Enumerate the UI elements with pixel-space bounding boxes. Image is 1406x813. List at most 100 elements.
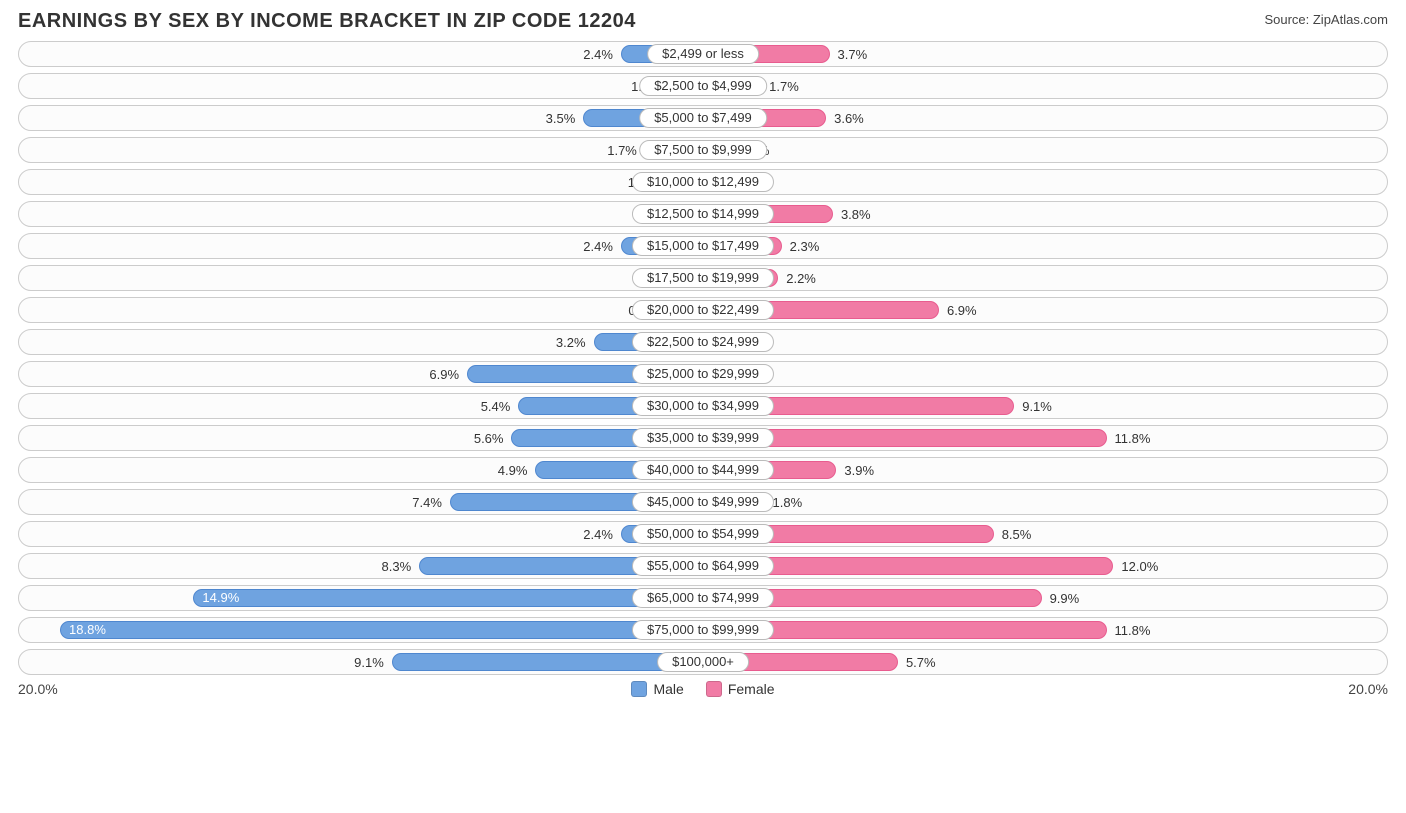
category-label: $17,500 to $19,999	[632, 268, 774, 288]
female-value-label: 5.7%	[906, 655, 936, 670]
category-label: $100,000+	[657, 652, 749, 672]
male-half: 2.4%	[19, 522, 703, 546]
source-prefix: Source:	[1264, 12, 1312, 27]
male-value-label: 3.5%	[546, 111, 576, 126]
female-half: 9.1%	[703, 394, 1387, 418]
category-label: $55,000 to $64,999	[632, 556, 774, 576]
female-value-label: 6.9%	[947, 303, 977, 318]
category-label: $22,500 to $24,999	[632, 332, 774, 352]
female-half: 0.38%	[703, 330, 1387, 354]
male-half: 2.4%	[19, 234, 703, 258]
source-value: ZipAtlas.com	[1313, 12, 1388, 27]
female-half: 8.5%	[703, 522, 1387, 546]
category-label: $5,000 to $7,499	[639, 108, 767, 128]
female-value-label: 3.7%	[838, 47, 868, 62]
chart-row: 8.3%12.0%$55,000 to $64,999	[18, 553, 1388, 579]
chart-row: 3.2% 0.38%$22,500 to $24,999	[18, 329, 1388, 355]
chart-row: 5.6% 11.8% $35,000 to $39,999	[18, 425, 1388, 451]
category-label: $20,000 to $22,499	[632, 300, 774, 320]
male-half: 7.4%	[19, 490, 703, 514]
category-label: $45,000 to $49,999	[632, 492, 774, 512]
category-label: $2,499 or less	[647, 44, 759, 64]
male-half: 9.1%	[19, 650, 703, 674]
category-label: $65,000 to $74,999	[632, 588, 774, 608]
male-value-label: 2.4%	[583, 527, 613, 542]
legend-male-label: Male	[653, 681, 683, 697]
male-bar: 18.8%	[60, 621, 703, 639]
male-half: 6.9%	[19, 362, 703, 386]
male-value-label: 1.7%	[607, 143, 637, 158]
male-value-label: 3.2%	[556, 335, 586, 350]
female-half: 1.7%	[703, 74, 1387, 98]
chart-title: EARNINGS BY SEX BY INCOME BRACKET IN ZIP…	[18, 10, 636, 33]
male-half: 0.0%	[19, 202, 703, 226]
female-value-label: 9.1%	[1022, 399, 1052, 414]
male-swatch-icon	[631, 681, 647, 697]
female-half: 3.9%	[703, 458, 1387, 482]
chart-row: 7.4% 1.8%$45,000 to $49,999	[18, 489, 1388, 515]
chart-row: 1.7%0.63%$7,500 to $9,999	[18, 137, 1388, 163]
male-half: 14.9%	[19, 586, 703, 610]
male-value-label: 4.9%	[498, 463, 528, 478]
chart-row: 0.0% 3.8% $12,500 to $14,999	[18, 201, 1388, 227]
chart-row: 1.1%0.0%$10,000 to $12,499	[18, 169, 1388, 195]
male-half: 2.4%	[19, 42, 703, 66]
chart-row: 18.8%11.8%$75,000 to $99,999	[18, 617, 1388, 643]
female-value-label: 1.8%	[773, 495, 803, 510]
female-half: 2.2%	[703, 266, 1387, 290]
female-half: 0.0%	[703, 170, 1387, 194]
chart-legend: Male Female	[631, 681, 774, 697]
male-half: 0.87%	[19, 298, 703, 322]
category-label: $30,000 to $34,999	[632, 396, 774, 416]
category-label: $15,000 to $17,499	[632, 236, 774, 256]
chart-row: 6.9%0.5%$25,000 to $29,999	[18, 361, 1388, 387]
female-value-label: 3.8%	[841, 207, 871, 222]
female-half: 3.6%	[703, 106, 1387, 130]
category-label: $40,000 to $44,999	[632, 460, 774, 480]
female-value-label: 1.7%	[769, 79, 799, 94]
category-label: $7,500 to $9,999	[639, 140, 767, 160]
female-swatch-icon	[706, 681, 722, 697]
female-half: 11.8%	[703, 618, 1387, 642]
male-half: 5.4%	[19, 394, 703, 418]
chart-header: EARNINGS BY SEX BY INCOME BRACKET IN ZIP…	[18, 10, 1388, 33]
male-half: 1.7%	[19, 138, 703, 162]
female-value-label: 2.2%	[786, 271, 816, 286]
chart-row: 0.11%2.2%$17,500 to $19,999	[18, 265, 1388, 291]
male-half: 4.9%	[19, 458, 703, 482]
male-half: 3.2%	[19, 330, 703, 354]
female-half: 11.8%	[703, 426, 1387, 450]
chart-row: 2.4% 8.5%$50,000 to $54,999	[18, 521, 1388, 547]
legend-item-male: Male	[631, 681, 683, 697]
female-half: 3.7%	[703, 42, 1387, 66]
female-value-label: 2.3%	[790, 239, 820, 254]
male-half: 8.3%	[19, 554, 703, 578]
axis-max-right: 20.0%	[1348, 681, 1388, 697]
female-half: 5.7%	[703, 650, 1387, 674]
legend-item-female: Female	[706, 681, 775, 697]
category-label: $12,500 to $14,999	[632, 204, 774, 224]
male-value-label: 18.8%	[69, 622, 106, 637]
female-value-label: 11.8%	[1115, 431, 1151, 446]
category-label: $35,000 to $39,999	[632, 428, 774, 448]
chart-row: 5.4% 9.1% $30,000 to $34,999	[18, 393, 1388, 419]
category-label: $50,000 to $54,999	[632, 524, 774, 544]
category-label: $25,000 to $29,999	[632, 364, 774, 384]
male-value-label: 7.4%	[412, 495, 442, 510]
female-value-label: 3.9%	[844, 463, 874, 478]
female-half: 1.8%	[703, 490, 1387, 514]
female-value-label: 9.9%	[1050, 591, 1080, 606]
earnings-diverging-bar-chart: EARNINGS BY SEX BY INCOME BRACKET IN ZIP…	[0, 0, 1406, 703]
male-value-label: 6.9%	[429, 367, 459, 382]
female-value-label: 3.6%	[834, 111, 864, 126]
male-value-label: 9.1%	[354, 655, 384, 670]
female-half: 9.9%	[703, 586, 1387, 610]
chart-row: 3.5% 3.6% $5,000 to $7,499	[18, 105, 1388, 131]
chart-row: 9.1% 5.7% $100,000+	[18, 649, 1388, 675]
male-half: 5.6%	[19, 426, 703, 450]
chart-row: 2.4% 3.7% $2,499 or less	[18, 41, 1388, 67]
male-value-label: 8.3%	[382, 559, 412, 574]
male-value-label: 14.9%	[202, 590, 239, 605]
male-half: 18.8%	[19, 618, 703, 642]
male-bar: 14.9%	[193, 589, 703, 607]
